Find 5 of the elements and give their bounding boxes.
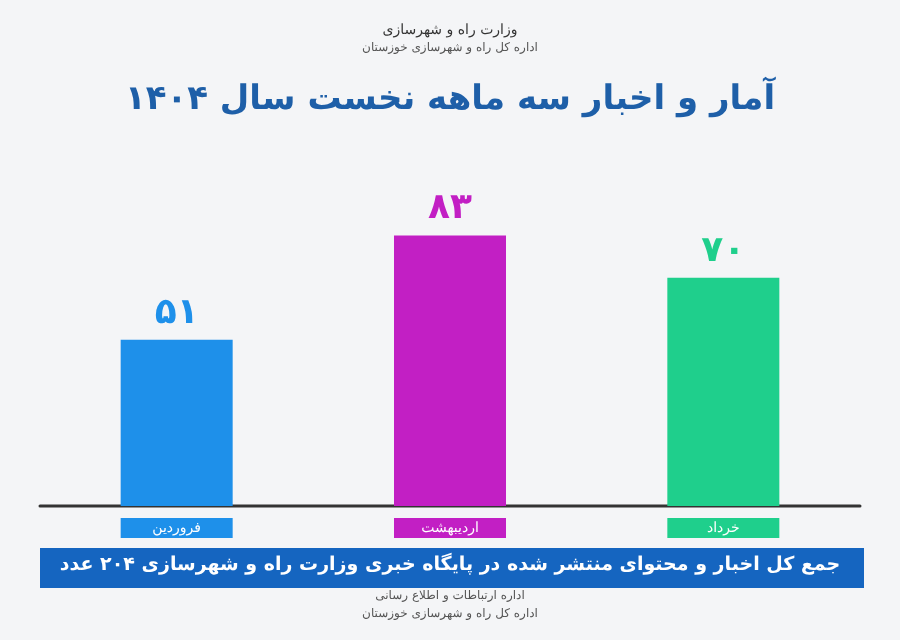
text: جمع کل اخبار و محتوای منتشر شده در پایگاه خبری وزارت راه و شهرسازی ۲۰۴ عدد xyxy=(59,551,841,576)
data-label: ۵۱ xyxy=(154,290,199,333)
data-label: ۷۰ xyxy=(701,228,746,271)
data-label: ۸۳ xyxy=(428,186,472,229)
chart-title: آمار و اخبار سه ماهه نخست سال ۱۴۰۴ xyxy=(124,75,778,119)
